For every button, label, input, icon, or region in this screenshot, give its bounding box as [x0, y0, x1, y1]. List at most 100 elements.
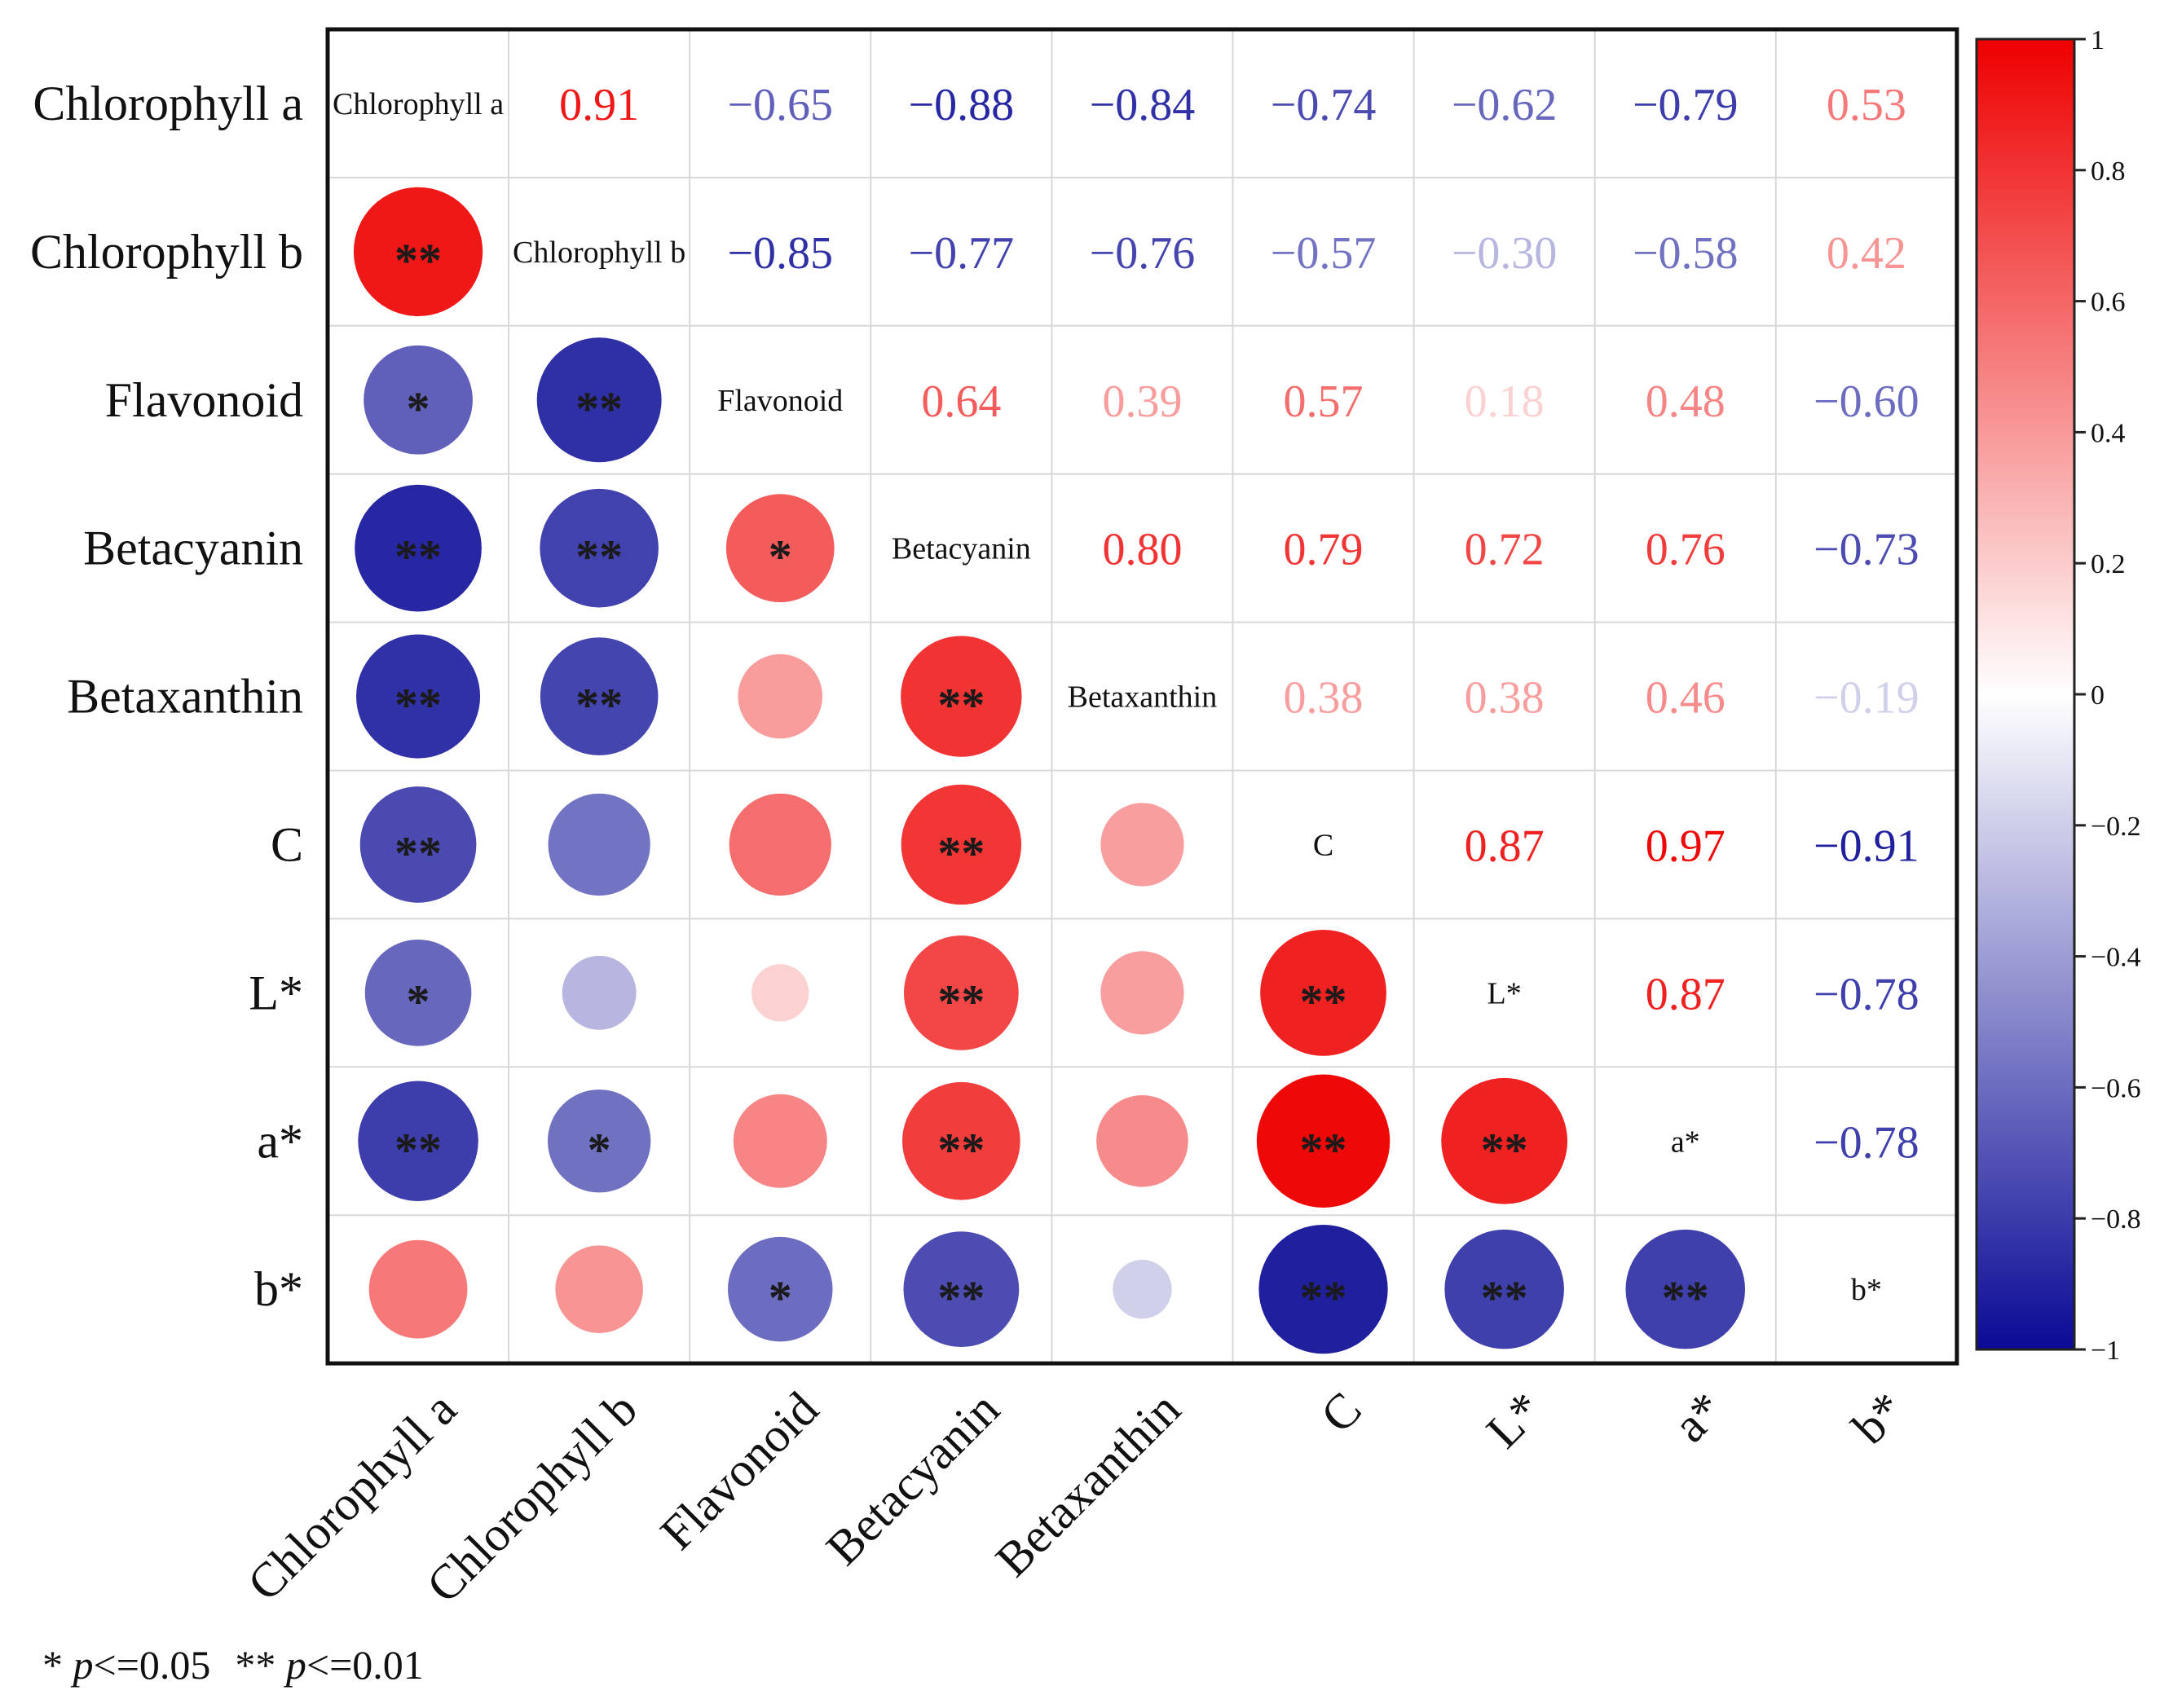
correlation-circle: [562, 955, 637, 1030]
significance-mark: *: [769, 530, 792, 583]
y-label-chlorophyll-a: Chlorophyll a: [33, 77, 303, 130]
coefficient-label: −0.58: [1633, 228, 1739, 279]
correlation-circle: [540, 637, 659, 755]
coefficient-label: −0.78: [1814, 969, 1919, 1019]
coefficient-label: −0.84: [1090, 80, 1196, 130]
significance-mark: **: [575, 679, 623, 732]
colorbar: 1 0.8 0.6 0.4 0.2 0 −0.2 −0.4 −0.6 −0.8 −1: [1975, 25, 2141, 1366]
correlation-circle: [733, 1094, 827, 1188]
colorbar-gradient: [1975, 37, 2076, 1351]
coefficient-label: 0.39: [1102, 376, 1182, 427]
y-label-a-star: a*: [257, 1114, 303, 1168]
significance-mark: **: [1662, 1271, 1709, 1324]
x-label-betacyanin: Betacyanin: [816, 1382, 1010, 1576]
footnote-threshold-2: <=0.01: [306, 1642, 424, 1688]
significance-mark: **: [937, 975, 985, 1028]
diagonal-label: Betacyanin: [892, 532, 1031, 566]
coefficient-label: 0.72: [1465, 525, 1545, 575]
coefficient-label: 0.91: [559, 80, 639, 130]
coefficient-label: −0.60: [1814, 376, 1919, 427]
coefficient-label: 0.76: [1646, 525, 1725, 575]
correlation-circle: [727, 1236, 833, 1342]
correlation-circle: [901, 784, 1022, 905]
coefficient-label: −0.78: [1814, 1117, 1919, 1168]
diagonal-label: L*: [1487, 976, 1522, 1010]
coefficient-label: 0.46: [1646, 673, 1725, 724]
y-axis-labels: Chlorophyll a Chlorophyll b Flavonoid Betac…: [30, 77, 303, 1316]
colorbar-tick-label: 0.8: [2091, 156, 2126, 187]
coefficient-label: 0.48: [1646, 376, 1725, 427]
correlation-circle: [353, 187, 483, 316]
significance-mark: **: [575, 530, 623, 583]
significance-mark: **: [394, 1123, 442, 1176]
colorbar-tick-label: −0.4: [2091, 943, 2141, 973]
significance-mark: **: [394, 234, 442, 287]
significance-mark: **: [937, 1271, 985, 1324]
y-label-c: C: [271, 817, 303, 871]
significance-mark: **: [1481, 1123, 1528, 1176]
correlation-circle: [548, 793, 650, 896]
correlation-circle: [540, 488, 659, 608]
significance-mark: **: [394, 530, 442, 583]
diagonal-label: a*: [1671, 1125, 1700, 1159]
footnote-threshold-1: <=0.05: [94, 1642, 211, 1688]
significance-mark: **: [937, 1123, 985, 1176]
matrix-cells: Chlorophyll a 0.91 −0.65 −0.88 −0.84 −0.74 −0.…: [333, 80, 1919, 1354]
coefficient-label: −0.19: [1814, 673, 1919, 724]
significance-mark: **: [1300, 1271, 1347, 1324]
coefficient-label: −0.88: [909, 80, 1015, 130]
correlation-circle: [729, 793, 831, 896]
correlation-circle: [1441, 1077, 1568, 1204]
diagonal-label: Chlorophyll a: [333, 87, 504, 121]
coefficient-label: −0.79: [1633, 80, 1739, 130]
coefficient-label: 0.53: [1827, 80, 1906, 130]
significance-mark: *: [407, 975, 430, 1028]
correlation-circle: [355, 484, 482, 612]
diagonal-label: Betaxanthin: [1068, 680, 1218, 715]
correlation-circle: [364, 940, 472, 1046]
significance-mark: **: [1300, 975, 1347, 1028]
correlation-circle: [1444, 1229, 1564, 1349]
footnote-double-star: **: [235, 1642, 286, 1688]
coefficient-label: −0.65: [727, 80, 833, 130]
correlation-circle: [1113, 1259, 1172, 1319]
colorbar-tick-label: −0.8: [2091, 1204, 2141, 1235]
y-label-chlorophyll-b: Chlorophyll b: [30, 225, 303, 279]
correlation-circle: [555, 1245, 643, 1333]
correlation-circle: [536, 337, 662, 463]
coefficient-label: −0.74: [1271, 80, 1377, 130]
significance-mark: *: [407, 382, 430, 435]
colorbar-tick-label: 0.2: [2091, 549, 2126, 579]
coefficient-label: 0.57: [1284, 376, 1364, 427]
correlation-circle: [547, 1090, 651, 1193]
coefficient-label: 0.64: [921, 376, 1001, 427]
coefficient-label: 0.38: [1284, 673, 1364, 724]
coefficient-label: −0.57: [1271, 228, 1377, 279]
coefficient-label: −0.91: [1814, 821, 1919, 871]
coefficient-label: 0.87: [1465, 821, 1545, 871]
significance-mark: **: [937, 679, 985, 732]
significance-mark: *: [588, 1123, 611, 1176]
coefficient-label: 0.79: [1284, 525, 1364, 575]
correlation-circle: [1260, 929, 1386, 1056]
x-label-l-star: L*: [1476, 1382, 1553, 1459]
coefficient-label: −0.62: [1452, 80, 1558, 130]
correlation-circle: [1096, 1094, 1188, 1187]
x-label-c: C: [1311, 1382, 1372, 1443]
correlation-circle: [356, 634, 481, 759]
significance-footnote: * p<=0.05 ** p<=0.01: [42, 1642, 424, 1688]
significance-mark: **: [575, 382, 623, 435]
correlation-circle: [1100, 803, 1184, 887]
y-label-l-star: L*: [249, 966, 303, 1019]
colorbar-tick-label: 0: [2091, 680, 2105, 711]
coefficient-label: 0.18: [1465, 376, 1545, 427]
significance-mark: **: [394, 679, 442, 732]
correlation-circle: [902, 1081, 1020, 1200]
correlation-circle: [751, 964, 809, 1022]
correlation-circle: [368, 1239, 468, 1339]
correlation-circle: [359, 786, 477, 903]
footnote-p-label-2: p: [284, 1642, 306, 1688]
correlation-circle: [903, 1231, 1020, 1348]
